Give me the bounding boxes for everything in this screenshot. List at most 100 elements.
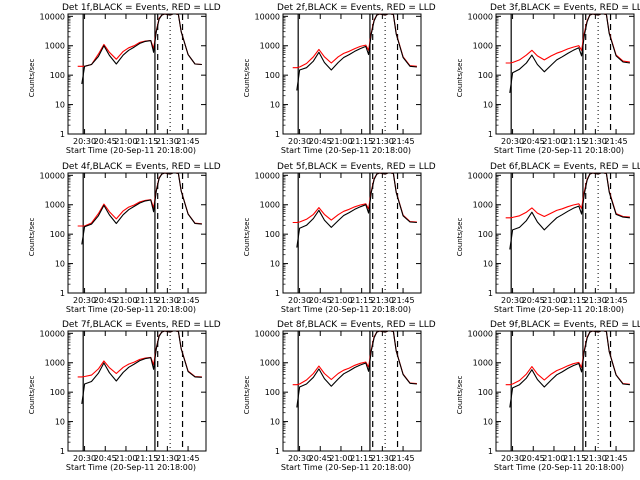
x-tick-label: 20:45 <box>522 137 545 146</box>
series-events-line <box>509 330 630 408</box>
y-tick-label: 10 <box>55 101 65 110</box>
y-tick-label: 1000 <box>473 42 493 51</box>
y-tick-label: 1 <box>275 130 280 139</box>
panel-title: Det 2f,BLACK = Events, RED = LLD <box>277 3 436 13</box>
y-axis-label: Counts/sec <box>456 376 464 415</box>
y-tick-label: 100 <box>265 230 280 239</box>
y-tick-label: 1 <box>275 289 280 298</box>
x-tick-label: 21:00 <box>329 454 352 463</box>
x-tick-label: 21:45 <box>177 454 200 463</box>
x-tick-label: 20:30 <box>73 137 96 146</box>
x-tick-label: 20:30 <box>501 137 524 146</box>
panel-title: Det 1f,BLACK = Events, RED = LLD <box>62 3 221 13</box>
y-tick-label: 1000 <box>260 359 280 368</box>
x-axis-label: Start Time (20-Sep-11 20:18:00) <box>66 305 196 314</box>
x-axis-label: Start Time (20-Sep-11 20:18:00) <box>494 146 624 155</box>
y-tick-label: 10 <box>483 260 493 269</box>
x-tick-label: 21:30 <box>156 296 179 305</box>
panel-det-8: Det 8f,BLACK = Events, RED = LLD 1 10 100 10… <box>243 320 436 472</box>
x-tick-label: 21:45 <box>177 296 200 305</box>
y-tick-label: 10 <box>270 418 280 427</box>
x-tick-label: 20:45 <box>94 137 117 146</box>
x-tick-label: 21:30 <box>371 454 394 463</box>
y-tick-label: 100 <box>265 71 280 80</box>
y-tick-label: 1000 <box>260 42 280 51</box>
x-tick-label: 20:30 <box>73 296 96 305</box>
panel-title: Det 8f,BLACK = Events, RED = LLD <box>277 320 436 330</box>
x-tick-label: 21:15 <box>350 296 373 305</box>
y-tick-label: 10000 <box>468 171 493 180</box>
panel-det-5: Det 5f,BLACK = Events, RED = LLD 1 10 100 10… <box>243 162 436 314</box>
series-events-line <box>509 172 630 250</box>
x-tick-label: 21:45 <box>605 296 628 305</box>
x-tick-label: 21:15 <box>563 296 586 305</box>
x-tick-label: 20:45 <box>309 137 332 146</box>
plot-frame <box>67 172 207 294</box>
panel-title: Det 7f,BLACK = Events, RED = LLD <box>62 320 221 330</box>
y-tick-label: 10000 <box>40 171 65 180</box>
panel-det-6: Det 6f,BLACK = Events, RED = LLD 1 10 100 10… <box>456 162 640 314</box>
y-axis-label: Counts/sec <box>28 376 36 415</box>
x-tick-label: 21:30 <box>584 137 607 146</box>
x-tick-label: 21:45 <box>392 454 415 463</box>
y-axis-label: Counts/sec <box>28 59 36 98</box>
x-tick-label: 20:30 <box>501 454 524 463</box>
y-tick-label: 1 <box>488 130 493 139</box>
panel-det-9: Det 9f,BLACK = Events, RED = LLD 1 10 100 10… <box>456 320 640 472</box>
y-tick-label: 10000 <box>40 12 65 21</box>
y-tick-label: 100 <box>478 230 493 239</box>
x-tick-label: 20:45 <box>94 296 117 305</box>
y-tick-label: 10 <box>55 418 65 427</box>
y-tick-label: 1000 <box>260 201 280 210</box>
y-axis-label: Counts/sec <box>243 59 251 98</box>
x-tick-label: 20:30 <box>501 296 524 305</box>
x-axis-label: Start Time (20-Sep-11 20:18:00) <box>494 305 624 314</box>
x-axis-label: Start Time (20-Sep-11 20:18:00) <box>66 463 196 472</box>
series-events-line <box>296 13 417 91</box>
y-tick-label: 10 <box>270 260 280 269</box>
x-tick-label: 21:00 <box>542 137 565 146</box>
x-tick-label: 20:45 <box>309 454 332 463</box>
x-tick-label: 21:45 <box>177 137 200 146</box>
x-axis-label: Start Time (20-Sep-11 20:18:00) <box>66 146 196 155</box>
series-events-line <box>296 330 417 408</box>
x-tick-label: 20:45 <box>522 296 545 305</box>
y-tick-label: 100 <box>50 388 65 397</box>
panel-title: Det 9f,BLACK = Events, RED = LLD <box>490 320 640 330</box>
x-tick-label: 21:00 <box>114 296 137 305</box>
x-tick-label: 21:15 <box>135 137 158 146</box>
x-tick-label: 21:30 <box>371 296 394 305</box>
x-tick-label: 21:00 <box>329 137 352 146</box>
y-tick-label: 1000 <box>45 42 65 51</box>
plot-frame <box>67 330 207 452</box>
plot-frame <box>495 13 635 135</box>
x-tick-label: 21:45 <box>605 454 628 463</box>
series-events-line <box>81 172 202 245</box>
x-tick-label: 21:15 <box>563 137 586 146</box>
y-tick-label: 10 <box>270 101 280 110</box>
y-tick-label: 10000 <box>468 12 493 21</box>
y-tick-label: 1 <box>488 447 493 456</box>
x-tick-label: 20:30 <box>288 296 311 305</box>
panel-title: Det 3f,BLACK = Events, RED = LLD <box>490 3 640 13</box>
x-tick-label: 21:15 <box>350 454 373 463</box>
y-tick-label: 1000 <box>473 359 493 368</box>
x-tick-label: 20:30 <box>73 454 96 463</box>
x-tick-label: 21:15 <box>563 454 586 463</box>
y-tick-label: 100 <box>478 388 493 397</box>
x-axis-label: Start Time (20-Sep-11 20:18:00) <box>494 463 624 472</box>
x-axis-label: Start Time (20-Sep-11 20:18:00) <box>281 463 411 472</box>
x-tick-label: 21:30 <box>584 454 607 463</box>
y-tick-label: 100 <box>478 71 493 80</box>
y-tick-label: 10000 <box>40 329 65 338</box>
y-tick-label: 1 <box>275 447 280 456</box>
x-tick-label: 21:00 <box>329 296 352 305</box>
panel-title: Det 4f,BLACK = Events, RED = LLD <box>62 162 221 172</box>
y-axis-label: Counts/sec <box>28 218 36 257</box>
y-tick-label: 1000 <box>45 201 65 210</box>
y-axis-label: Counts/sec <box>243 218 251 257</box>
y-tick-label: 10 <box>55 260 65 269</box>
x-axis-label: Start Time (20-Sep-11 20:18:00) <box>281 146 411 155</box>
series-events-line <box>81 330 202 404</box>
